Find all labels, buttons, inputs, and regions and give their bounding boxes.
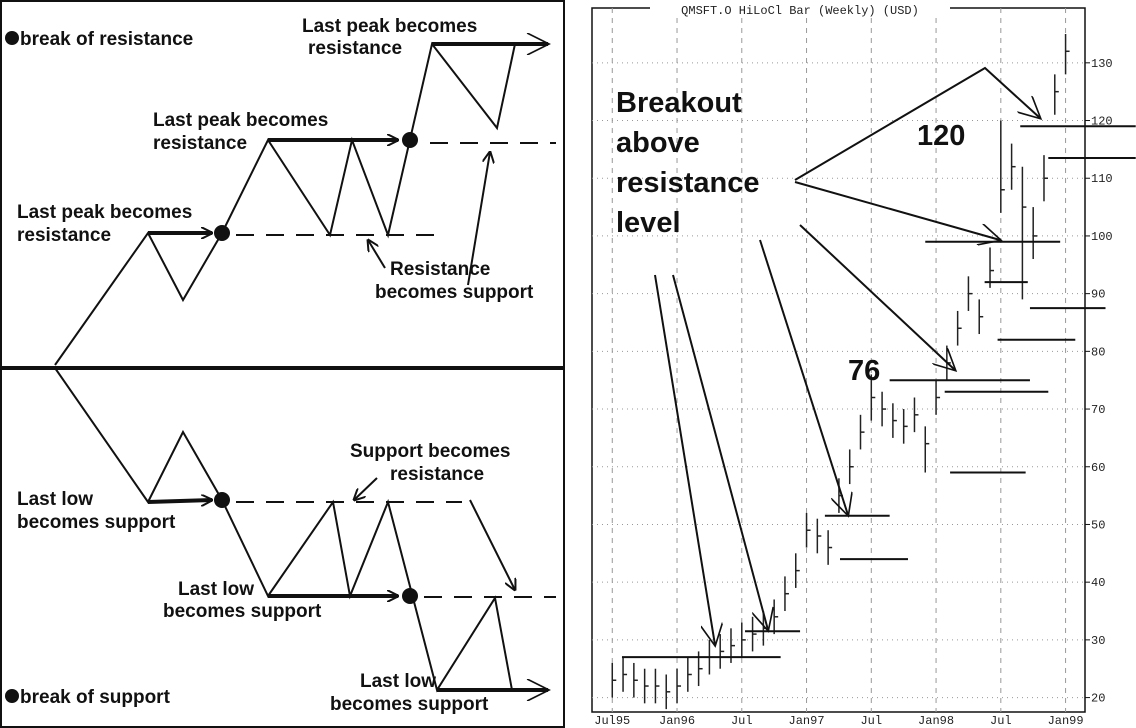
break-dot: [214, 225, 230, 241]
y-tick-label: 110: [1091, 172, 1113, 186]
diagram-label: Last low: [17, 489, 93, 510]
pointer-arrow: [467, 152, 490, 286]
break-dot: [402, 132, 418, 148]
y-tick-label: 30: [1091, 634, 1105, 648]
x-tick-label: Jul: [990, 714, 1012, 728]
pointer-arrow: [794, 181, 1000, 240]
pointer-arrow: [794, 66, 1040, 181]
break-dot: [402, 588, 418, 604]
diagram: break of resistance break of support Las…: [0, 0, 565, 728]
diagram-label: Support becomes: [350, 441, 510, 462]
level-label: 120: [917, 120, 965, 152]
pointer-arrow: [654, 274, 715, 645]
legend-label: break of support: [20, 687, 171, 708]
pointer-arrow: [368, 240, 386, 269]
y-tick-label: 80: [1091, 345, 1105, 359]
diagram-frame: [0, 0, 565, 728]
diagram-label: resistance: [153, 133, 247, 154]
diagram-label: resistance: [308, 38, 402, 59]
legend-dot: [5, 31, 19, 45]
x-tick-label: Jul: [731, 714, 753, 728]
diagram-label: resistance: [17, 225, 111, 246]
diagram-label: Last peak becomes: [17, 202, 192, 223]
pointer-arrow: [354, 477, 378, 500]
pointer-arrow: [759, 239, 848, 515]
diagram-label: Last peak becomes: [153, 110, 328, 131]
diagram-label: Resistance: [390, 259, 490, 280]
x-tick-label: Jul: [860, 714, 882, 728]
y-tick-label: 130: [1091, 57, 1113, 71]
annotation: level: [616, 207, 681, 239]
y-tick-label: 100: [1091, 230, 1113, 244]
diagram-label: resistance: [390, 464, 484, 485]
support-arrow: [147, 500, 212, 502]
x-tick-label: Jan97: [789, 714, 825, 728]
annotation: resistance: [616, 167, 760, 199]
annotation: above: [616, 127, 700, 159]
diagram-label: becomes support: [330, 694, 489, 715]
y-tick-label: 20: [1091, 692, 1105, 706]
y-tick-label: 50: [1091, 518, 1105, 532]
y-tick-label: 90: [1091, 288, 1105, 302]
annotation: Breakout: [616, 87, 742, 119]
diagram-label: Last peak becomes: [302, 16, 477, 37]
x-tick-label: Jan99: [1048, 714, 1084, 728]
x-tick-label: Jan96: [659, 714, 695, 728]
pointer-arrow: [672, 274, 768, 630]
y-tick-label: 40: [1091, 576, 1105, 590]
diagram-label: Last low: [360, 671, 436, 692]
diagram-label: Last low: [178, 579, 254, 600]
y-tick-label: 120: [1091, 115, 1113, 129]
pointer-arrow: [469, 499, 515, 590]
legend-dot: [5, 689, 19, 703]
legend-label: break of resistance: [20, 29, 193, 50]
diagram-label: becomes support: [17, 512, 176, 533]
level-label: 76: [848, 355, 880, 387]
break-dot: [214, 492, 230, 508]
y-tick-label: 60: [1091, 461, 1105, 475]
diagram-label: becomes support: [163, 601, 322, 622]
x-tick-label: Jan98: [918, 714, 954, 728]
chart: 20 30 40 50 60 70 80 90 100 110 120 130 Jul95 Jan96 Ju…: [591, 2, 1136, 728]
diagram-label: becomes support: [375, 282, 534, 303]
title-bg: [650, 2, 950, 16]
x-tick-label: Jul95: [594, 714, 630, 728]
y-tick-label: 70: [1091, 403, 1105, 417]
chart-title: QMSFT.O HiLoCl Bar (Weekly) (USD): [681, 4, 919, 18]
pointer-arrow: [799, 224, 955, 370]
